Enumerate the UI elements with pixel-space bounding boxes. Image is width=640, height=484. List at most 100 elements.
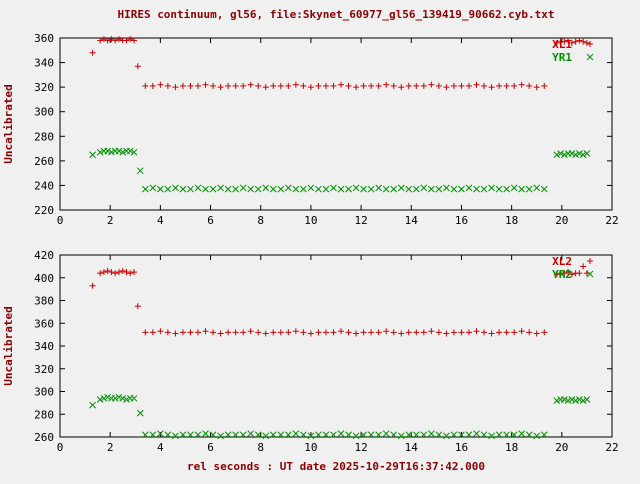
data-point-cross [202,185,209,193]
data-point-cross [540,431,548,439]
data-point-cross [586,53,594,61]
data-point-cross [518,430,526,437]
data-point-cross [583,150,591,157]
data-point-cross [96,148,104,156]
data-point-cross [209,185,217,193]
data-point-cross [164,431,172,439]
y-tick-label: 360 [34,317,54,330]
chart-title: HIRES continuum, gl56, file:Skynet_60977… [117,8,554,21]
data-point-cross [553,151,561,159]
data-point-cross [576,396,583,403]
data-point-cross [89,401,96,409]
data-point-cross [172,184,179,192]
data-point-cross [345,185,352,193]
data-point-cross [473,430,480,437]
data-point-cross [194,184,202,192]
data-point-cross [382,430,390,437]
data-point-cross [104,393,112,401]
data-point-cross [300,431,307,439]
data-point-cross [540,185,548,193]
data-point-cross [157,185,164,193]
x-tick-label: 6 [207,441,214,454]
data-point-cross [269,185,277,193]
y-tick-label: 340 [34,57,54,70]
data-point-cross [172,432,179,440]
data-point-cross [488,432,495,440]
data-point-cross [300,185,307,193]
data-point-cross [187,185,194,193]
data-point-cross [104,147,112,155]
data-point-cross [337,430,345,437]
plot-panels: 0 2 4 6 8 10 12 14 16 18 20 22220240260280300320340… [34,32,619,454]
data-point-cross [217,184,224,192]
data-point-cross [164,185,172,193]
data-point-cross [412,431,420,439]
data-point-cross [382,185,390,193]
x-tick-label: 16 [455,441,468,454]
data-point-cross [525,185,533,193]
data-point-cross [465,431,473,439]
data-point-cross [480,431,488,439]
series-XL1 [89,36,590,91]
data-point-cross [473,185,480,193]
x-tick-label: 4 [157,214,164,227]
data-point-cross [367,431,375,439]
data-point-cross [136,167,144,175]
data-point-cross [390,185,398,193]
data-point-cross [149,184,157,192]
x-tick-label: 0 [57,214,64,227]
data-point-cross [553,397,561,404]
data-point-cross [307,432,315,440]
data-point-cross [412,185,420,193]
data-point-cross [572,151,579,159]
data-point-cross [576,150,583,157]
data-point-cross [397,432,405,440]
data-point-cross [254,431,262,439]
y-tick-label: 320 [34,363,54,376]
data-point-cross [130,148,138,156]
data-point-cross [202,430,209,437]
data-point-cross [96,396,104,403]
series-YR2 [89,393,591,440]
y-tick-label: 400 [34,272,54,285]
data-point-cross [579,151,587,159]
data-point-cross [458,185,465,193]
y-tick-label: 300 [34,386,54,399]
data-point-cross [510,184,518,192]
data-point-cross [465,184,473,192]
x-tick-label: 2 [107,214,114,227]
data-point-cross [277,431,285,439]
y-tick-label: 240 [34,179,54,192]
data-point-cross [420,431,428,439]
data-point-cross [533,432,541,440]
x-tick-label: 6 [207,214,214,227]
data-point-cross [533,184,541,192]
data-point-cross [367,185,375,193]
data-point-cross [119,394,127,402]
data-point-cross [375,431,383,439]
data-point-cross [330,431,337,439]
data-point-cross [443,184,450,192]
y-tick-label: 280 [34,130,54,143]
data-point-cross [435,431,443,439]
x-tick-label: 10 [304,441,317,454]
data-point-cross [488,184,495,192]
data-point-cross [209,431,217,439]
x-tick-label: 22 [605,214,618,227]
y-tick-label: 260 [34,155,54,168]
data-point-cross [510,431,518,439]
data-point-cross [557,150,564,157]
x-tick-label: 14 [405,214,419,227]
data-point-cross [322,185,330,193]
data-point-cross [360,185,367,193]
data-point-cross [224,185,232,193]
data-point-cross [450,431,458,439]
data-point-cross [157,430,164,437]
legend-label-XL1: XL1 [552,38,572,51]
data-point-cross [307,184,315,192]
data-point-cross [315,185,322,193]
data-point-cross [123,396,130,403]
x-tick-label: 20 [555,441,568,454]
series-XL2 [89,263,590,337]
data-point-cross [232,185,239,193]
